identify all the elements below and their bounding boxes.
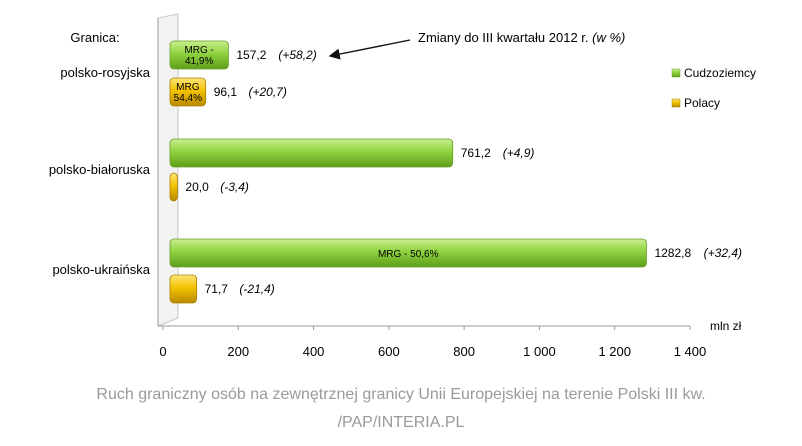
annotation: Zmiany do III kwartału 2012 r. (w %) bbox=[418, 30, 625, 45]
x-tick-label: 200 bbox=[227, 344, 249, 359]
change-label: (-21,4) bbox=[239, 282, 274, 296]
change-label: (+32,4) bbox=[704, 246, 742, 260]
x-tick-label: 0 bbox=[159, 344, 166, 359]
inner-label: 54,4% bbox=[174, 93, 202, 104]
inner-label: MRG - 50,6% bbox=[378, 249, 439, 260]
category-heading: Granica: bbox=[70, 30, 119, 45]
inner-label: 41,9% bbox=[185, 56, 213, 67]
x-tick-label: 800 bbox=[453, 344, 475, 359]
change-label: (-3,4) bbox=[220, 180, 249, 194]
inner-label: MRG bbox=[176, 82, 200, 93]
value-label: 96,1 bbox=[214, 85, 238, 99]
unit-label: mln zł bbox=[710, 319, 742, 333]
x-tick-label: 1 000 bbox=[523, 344, 556, 359]
caption-line-2: /PAP/INTERIA.PL bbox=[337, 414, 465, 431]
value-label: 20,0 bbox=[185, 180, 209, 194]
legend-label-cudzoziemcy: Cudzoziemcy bbox=[684, 66, 756, 80]
x-tick-label: 1 200 bbox=[598, 344, 631, 359]
change-label: (+4,9) bbox=[503, 146, 535, 160]
legend: Cudzoziemcy Polacy bbox=[671, 66, 756, 110]
x-tick-label: 600 bbox=[378, 344, 400, 359]
category-label: polsko-ukraińska bbox=[52, 262, 150, 277]
value-label: 71,7 bbox=[205, 282, 229, 296]
value-label: 1282,8 bbox=[654, 246, 691, 260]
bar-polacy-2 bbox=[169, 274, 198, 304]
change-label: (+20,7) bbox=[248, 85, 286, 99]
x-tick-label: 400 bbox=[303, 344, 325, 359]
inner-label: MRG - bbox=[184, 45, 213, 56]
change-label: (+58,2) bbox=[278, 48, 316, 62]
bar-cudzoziemcy-2 bbox=[169, 238, 647, 268]
annotation-arrow bbox=[328, 39, 411, 60]
category-label: polsko-rosyjska bbox=[60, 65, 150, 80]
legend-swatch-polacy bbox=[671, 98, 681, 108]
legend-swatch-cudzoziemcy bbox=[671, 68, 681, 78]
legend-label-polacy: Polacy bbox=[684, 96, 720, 110]
x-tick-label: 1 400 bbox=[674, 344, 707, 359]
category-label: polsko-białoruska bbox=[49, 162, 151, 177]
bar-cudzoziemcy-0 bbox=[169, 40, 229, 70]
bar-polacy-1 bbox=[169, 172, 178, 202]
value-label: 157,2 bbox=[236, 48, 266, 62]
bar-chart: polsko-rosyjska polsko-białoruska polsko-u… bbox=[49, 13, 756, 359]
bar-polacy-0 bbox=[169, 77, 207, 107]
bar-cudzoziemcy-1 bbox=[169, 138, 454, 168]
caption-line-1: Ruch graniczny osób na zewnętrznej grani… bbox=[96, 386, 706, 403]
value-label: 761,2 bbox=[461, 146, 491, 160]
